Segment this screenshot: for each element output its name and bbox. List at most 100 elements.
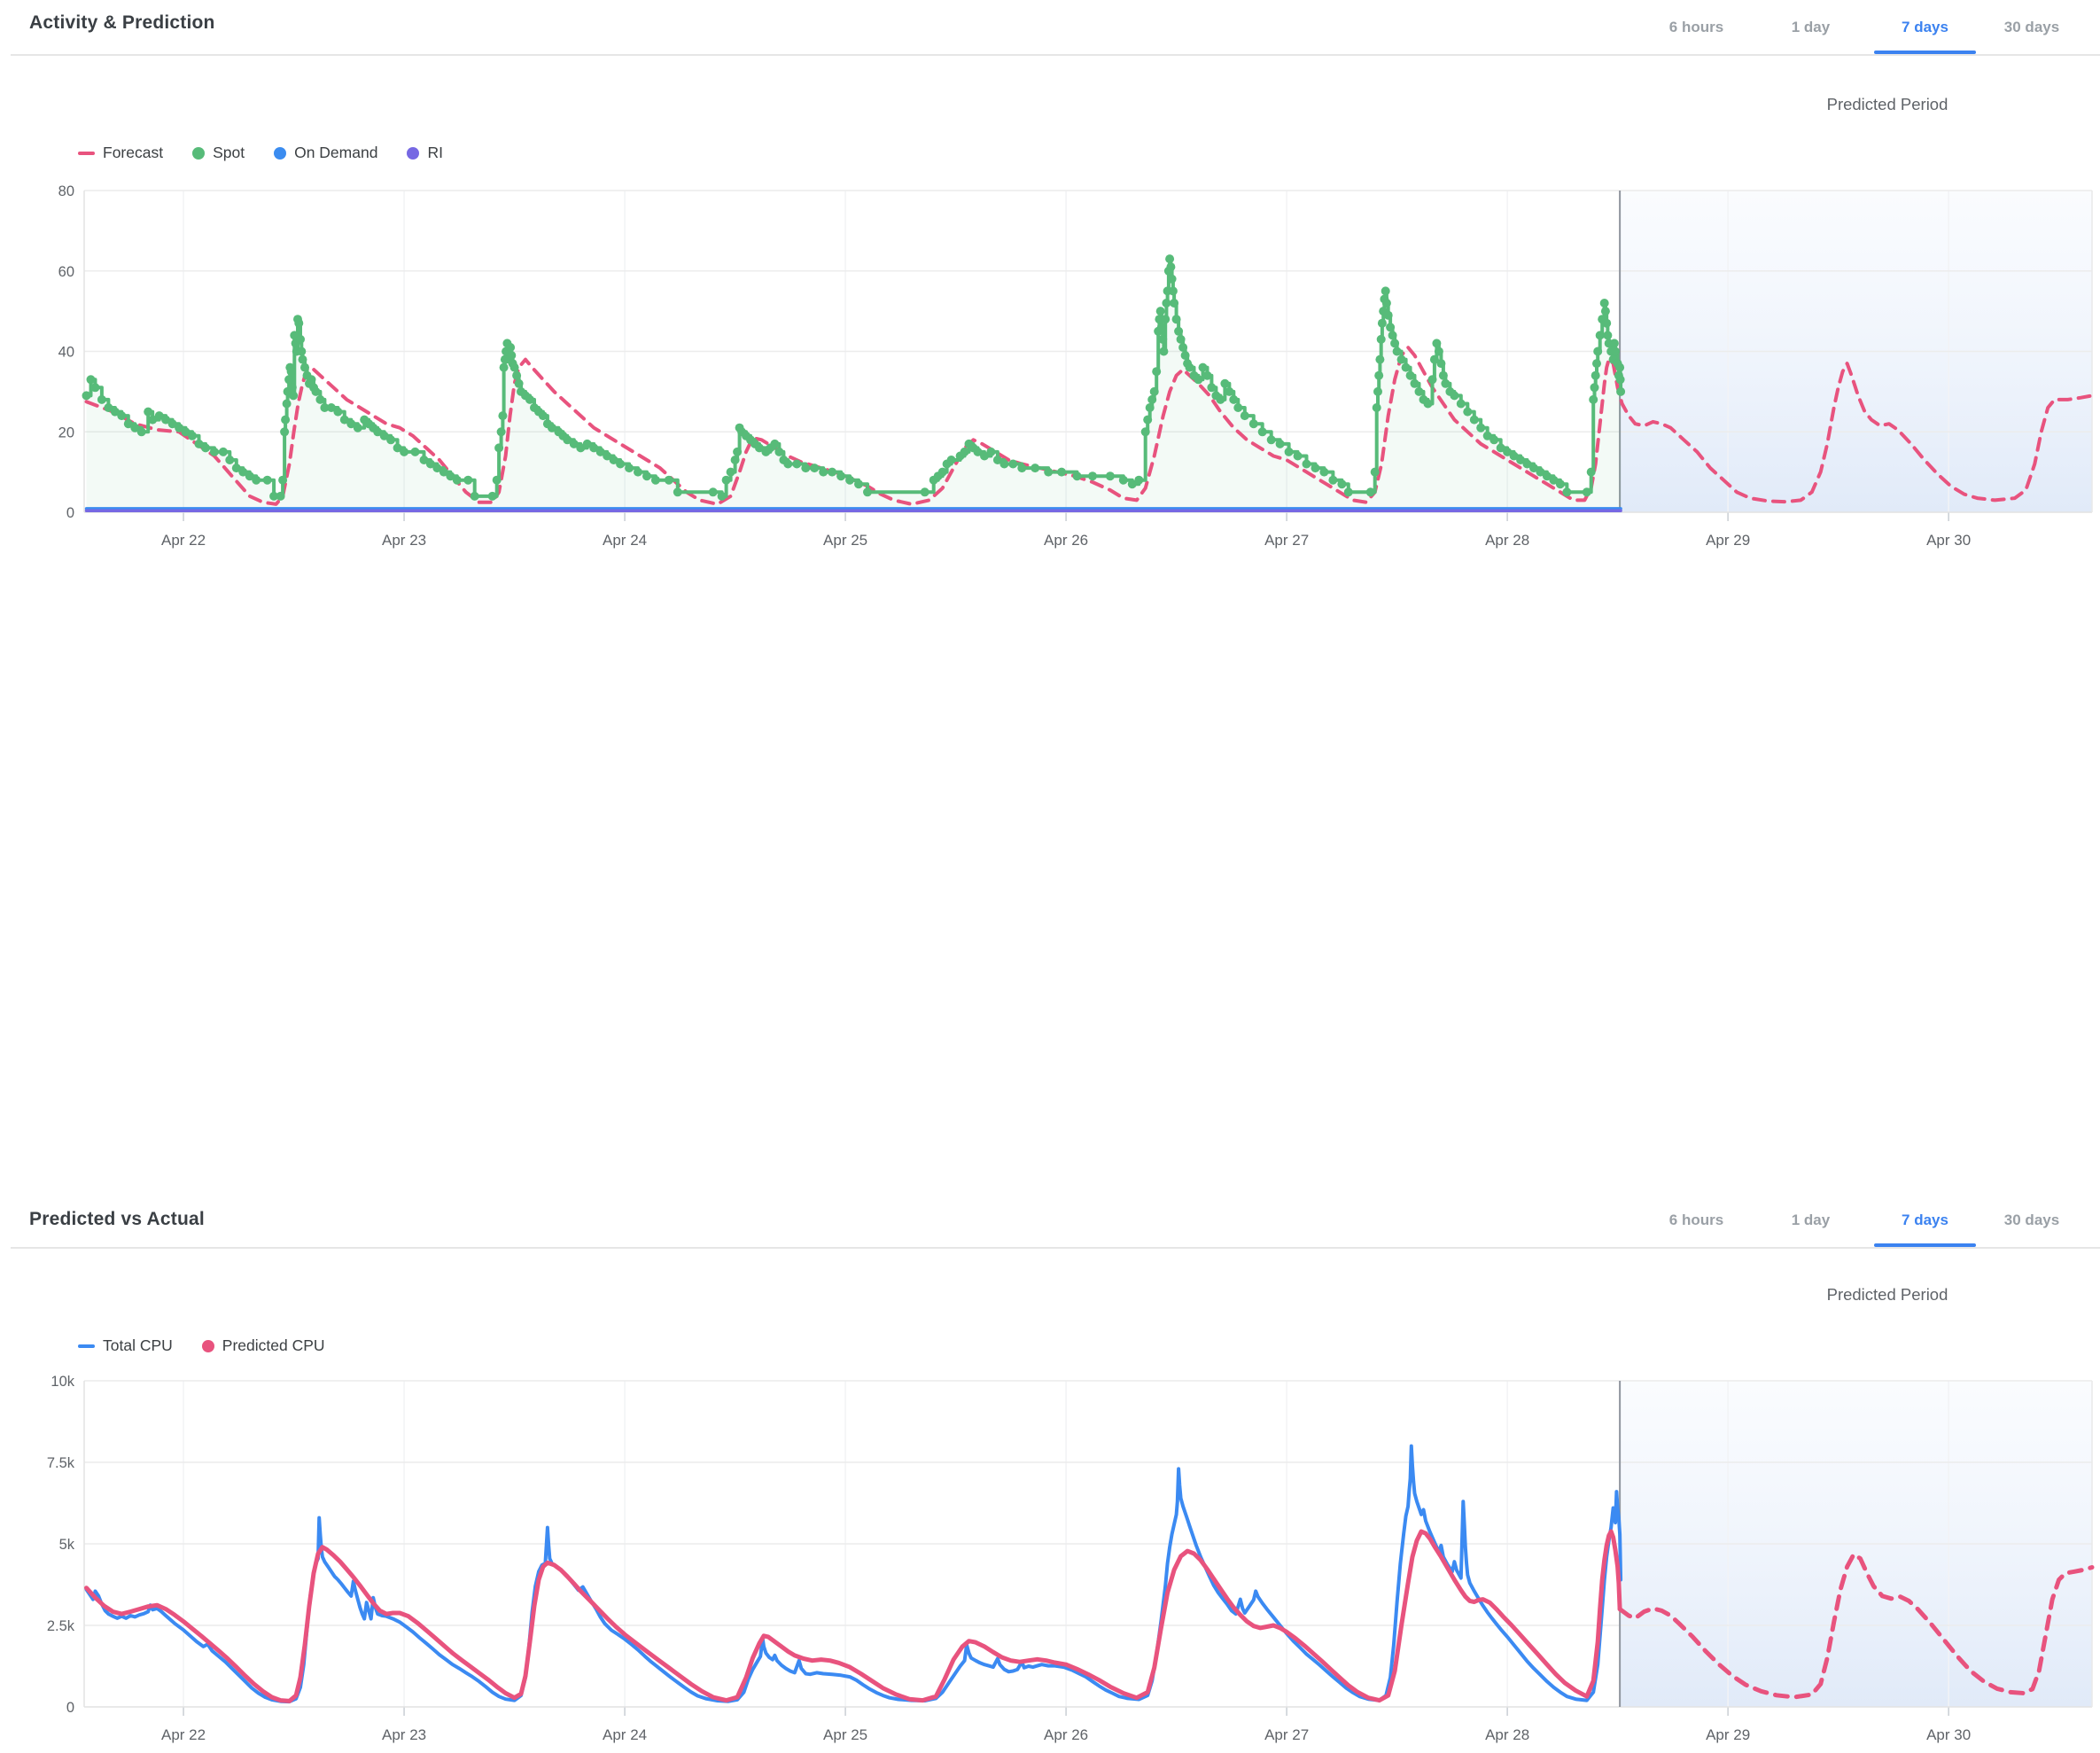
spot-point [625,464,634,473]
spot-point [294,318,304,328]
spot-point [86,375,96,385]
spot-point [1229,394,1239,404]
spot-point [1374,370,1384,380]
spot-point [1599,299,1609,308]
tab-30-days[interactable]: 30 days [2003,19,2060,35]
spot-point [425,459,435,469]
spot-point [1562,487,1572,497]
spot-point [1375,354,1385,364]
spot-point [538,411,548,421]
spot-point [547,423,556,432]
spot-point [452,475,462,485]
spot-point [1044,467,1054,477]
spot-point [496,427,506,437]
legend-item-spot[interactable]: Spot [192,144,245,162]
legend-label: On Demand [294,144,378,161]
spot-point [1392,347,1402,356]
spot-point [1509,451,1519,461]
spot-point [1529,464,1538,473]
activity-prediction-chart[interactable]: Apr 22 Apr 23 Apr 24 Apr 25 Apr 26 Apr 27 Apr … [0,89,2100,576]
tab-1-day[interactable]: 1 day [1791,1212,1831,1228]
spot-point [289,391,299,401]
spot-point [819,467,828,477]
legend-item-on-demand[interactable]: On Demand [274,144,377,162]
activity-chart-legend: Forecast Spot On Demand RI [78,144,443,162]
spot-point [1143,415,1153,425]
spot-point [999,459,1009,469]
spot-point [393,443,402,453]
tab-6-hours[interactable]: 6 hours [1668,1212,1724,1228]
spot-point [1159,347,1169,356]
spot-point [432,464,442,473]
spot-point [1216,394,1225,404]
spot-point [1167,274,1177,284]
x-axis-label: Apr 28 [1485,532,1529,549]
activity-prediction-panel: Activity & Prediction 6 hours 1 day 7 days… [0,0,2100,576]
tab-7-days[interactable]: 7 days [1868,1197,1982,1247]
spot-point [278,475,288,485]
spot-point [439,467,448,477]
spot-point [300,362,309,372]
tab-7-days[interactable]: 7 days [1868,4,1982,54]
spot-point [730,456,740,464]
spot-point [1158,334,1168,344]
spot-point [1198,362,1208,372]
tab-1-day[interactable]: 1 day [1791,19,1831,35]
spot-point [492,475,502,485]
spot-point [1008,459,1018,469]
spot-point [1240,411,1249,421]
spot-point [148,415,158,425]
spot-point [836,471,846,481]
spot-point [1555,479,1565,489]
spot-point [1370,467,1380,477]
spot-point [487,491,497,501]
spot-point [262,475,272,485]
spot-point [1266,435,1276,445]
spot-point [863,487,872,497]
predicted-vs-actual-panel: Predicted vs Actual 6 hours 1 day 7 days 30… [0,576,2100,1743]
spot-point [1373,386,1382,396]
legend-item-ri[interactable]: RI [407,144,443,162]
spot-point [774,447,784,456]
spot-point [1127,479,1137,489]
spot-point [1140,427,1150,437]
spot-point [1248,419,1258,429]
spot-point [1434,347,1443,356]
spot-point [1401,362,1411,372]
spot-point [801,464,811,473]
spot-point [209,447,219,456]
spot-point [286,367,296,377]
spot-point [245,471,254,481]
spot-point [280,427,290,437]
spot-point [1414,386,1424,396]
spot-point [1178,343,1188,352]
spot-point [1105,471,1115,481]
spot-point [1165,254,1175,264]
spot-point [1390,339,1400,348]
spot-point [1145,403,1155,412]
spot-point [973,447,983,456]
tab-6-hours[interactable]: 6 hours [1668,19,1724,35]
spot-point [946,456,956,464]
spot-point [1328,475,1338,485]
spot-point [563,435,572,445]
legend-item-forecast[interactable]: Forecast [78,144,163,162]
spot-point [252,475,261,485]
spot-point [642,471,651,481]
spot-point [1615,362,1625,372]
x-axis-label: Apr 24 [603,1726,647,1743]
spot-point [194,439,204,448]
legend-item-predicted-cpu[interactable]: Predicted CPU [201,1336,325,1355]
spot-point [1611,347,1621,356]
spot-point [845,475,855,485]
spot-point [1372,403,1381,412]
x-axis-label: Apr 26 [1044,1726,1088,1743]
x-axis-label: Apr 22 [161,1726,206,1743]
spot-point [1162,299,1171,308]
spot-point [161,415,171,425]
y-axis-label: 60 [58,264,74,280]
spot-point [218,447,228,456]
tab-30-days[interactable]: 30 days [2003,1212,2060,1228]
legend-item-total-cpu[interactable]: Total CPU [78,1336,173,1355]
spot-point [470,491,479,501]
